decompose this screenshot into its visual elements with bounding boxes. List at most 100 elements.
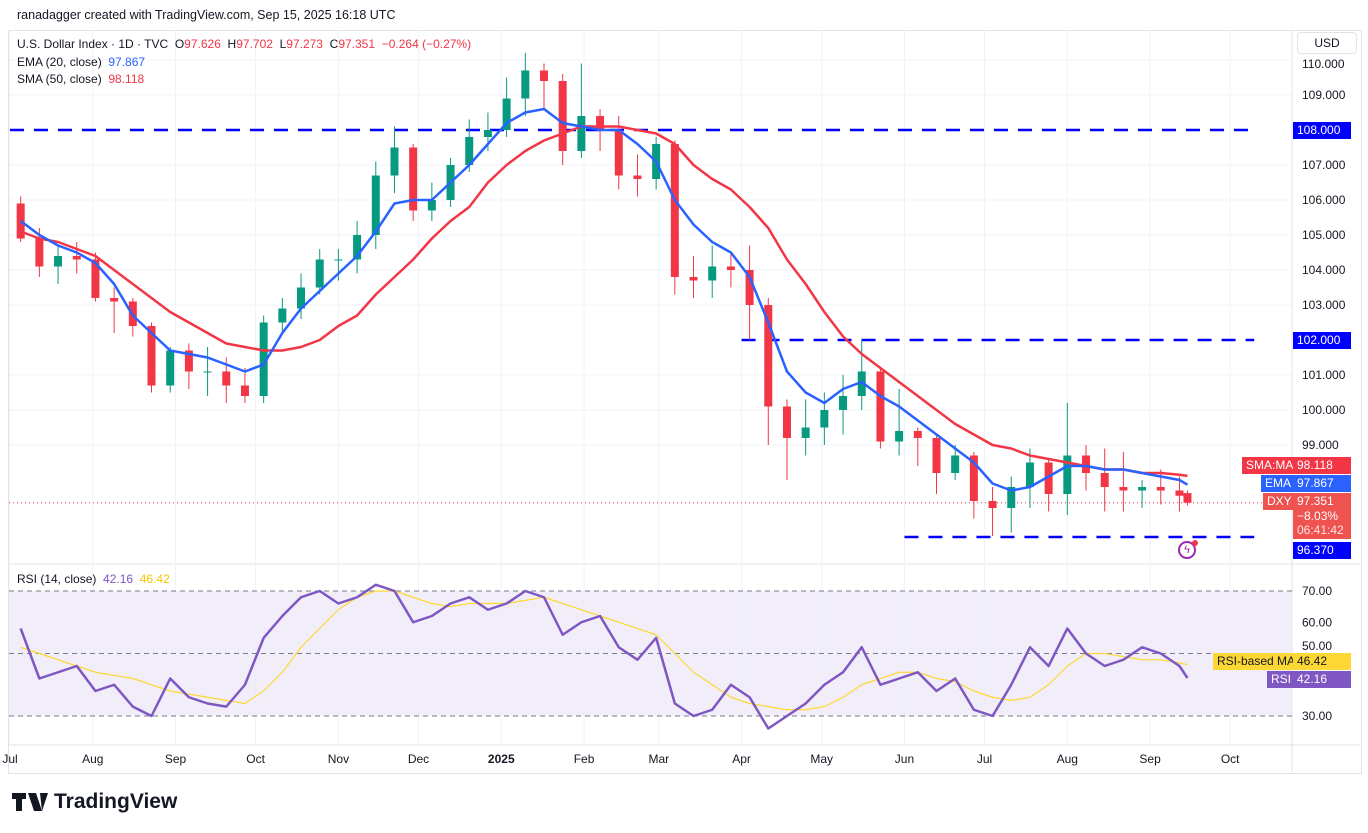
candle-body: [427, 200, 436, 211]
candle-body: [240, 385, 249, 396]
tradingview-logo[interactable]: TradingView: [12, 790, 177, 814]
time-tick-label: Nov: [328, 752, 349, 766]
candle-body: [409, 147, 418, 211]
candle-body: [259, 322, 268, 396]
ema-name-tag: EMA: [1261, 475, 1296, 492]
time-tick-label: Jun: [895, 752, 914, 766]
rsi-line: [19, 583, 1189, 730]
candle-body: [353, 235, 362, 260]
candle-body: [764, 305, 773, 407]
candle-body: [857, 371, 866, 396]
candle-body: [1156, 487, 1165, 491]
close-value: 97.351: [338, 37, 376, 51]
candle-body: [540, 70, 548, 81]
rsi-value: 42.16: [103, 572, 134, 586]
chart-frame: [8, 30, 1362, 774]
candle-body: [1100, 473, 1109, 487]
rsi-label: RSI (14, close): [17, 572, 97, 586]
time-tick-label: Oct: [246, 752, 265, 766]
rsi-tick-label: 50.00: [1302, 639, 1332, 653]
ema-legend-row[interactable]: EMA (20, close) 97.867: [17, 54, 471, 72]
ema-price-tag: 97.867: [1293, 475, 1351, 492]
rsi-tick-label: 70.00: [1302, 584, 1332, 598]
bar-countdown: 06:41:42: [1297, 523, 1344, 537]
sma-legend-row[interactable]: SMA (50, close) 98.118: [17, 71, 471, 89]
rsi-ma-name-tag: RSI-based MA: [1213, 653, 1300, 670]
ema-label: EMA (20, close): [17, 54, 102, 69]
chart-legend: U.S. Dollar Index · 1D · TVC O97.626 H97…: [17, 36, 471, 89]
candle-body: [315, 259, 324, 288]
candle-body: [390, 147, 399, 176]
chart-credit: ranadagger created with TradingView.com,…: [17, 8, 396, 22]
candle-body: [895, 431, 904, 442]
candle-body: [1175, 490, 1184, 496]
time-tick-label: Jul: [977, 752, 992, 766]
lightning-alert-icon[interactable]: ϟ: [1178, 541, 1196, 559]
candle-body: [278, 308, 287, 323]
time-tick-label: Aug: [82, 752, 103, 766]
candle-body: [222, 371, 231, 386]
level-96-tag: 96.370: [1293, 542, 1351, 559]
candle-body: [558, 81, 567, 151]
currency-button[interactable]: USD: [1297, 32, 1357, 54]
candle-body: [110, 298, 119, 302]
time-tick-label: May: [810, 752, 833, 766]
notification-dot-icon: [1192, 540, 1198, 546]
ema-20-line: [19, 107, 1189, 492]
candle-body: [969, 455, 978, 501]
candle-body: [745, 270, 754, 305]
time-tick-label: Jul: [2, 752, 17, 766]
price-tick-label: 107.000: [1302, 158, 1346, 172]
candle-body: [203, 371, 212, 373]
candle-body: [596, 116, 605, 130]
level-108-tag: 108.000: [1293, 122, 1351, 139]
rsi-legend[interactable]: RSI (14, close) 42.16 46.42: [17, 572, 170, 586]
candle-body: [1119, 487, 1128, 491]
candle-body: [951, 455, 960, 473]
sma-label: SMA (50, close): [17, 72, 102, 86]
candle-body: [876, 371, 885, 442]
tradingview-logo-icon: [12, 793, 48, 811]
time-tick-label: Aug: [1057, 752, 1078, 766]
high-value: 97.702: [236, 37, 273, 51]
symbol-title[interactable]: U.S. Dollar Index · 1D · TVC: [17, 37, 169, 51]
candle-body: [913, 431, 922, 438]
open-value: 97.626: [184, 37, 221, 51]
candle-body: [614, 130, 623, 176]
candle-body: [782, 406, 791, 438]
candle-body: [465, 137, 474, 165]
candle-body: [54, 256, 63, 267]
candle-body: [371, 175, 380, 235]
candle-body: [820, 410, 829, 428]
candle-body: [1025, 462, 1034, 487]
high-label: H: [227, 37, 237, 51]
low-label: L: [279, 37, 287, 51]
symbol-legend-row: U.S. Dollar Index · 1D · TVC O97.626 H97…: [17, 36, 471, 54]
symbol-name-tag: DXY: [1263, 493, 1296, 510]
candle-body: [334, 259, 343, 261]
rsi-tick-label: 60.00: [1302, 615, 1332, 629]
time-tick-label: Oct: [1221, 752, 1240, 766]
candle-body: [1063, 455, 1072, 494]
ema-value: 97.867: [108, 54, 146, 69]
candle-body: [577, 116, 586, 151]
candle-body: [801, 427, 810, 438]
candle-body: [72, 256, 81, 260]
candle-body: [184, 350, 193, 372]
price-tick-label: 110.000: [1302, 57, 1345, 71]
time-tick-label: Mar: [648, 752, 669, 766]
last-price: 97.351: [1297, 494, 1334, 508]
rsi-name-tag: RSI: [1267, 671, 1296, 688]
candle-body: [297, 287, 306, 309]
sma-price-tag: 98.118: [1293, 457, 1351, 474]
candle-body: [988, 501, 997, 508]
price-tick-label: 105.000: [1302, 228, 1346, 242]
time-tick-label: 2025: [488, 752, 515, 766]
candle-body: [91, 259, 100, 298]
price-tick-label: 101.000: [1302, 368, 1346, 382]
low-value: 97.273: [286, 37, 323, 51]
candle-body: [502, 98, 511, 130]
candle-body: [1183, 493, 1192, 503]
candle-body: [689, 277, 698, 281]
